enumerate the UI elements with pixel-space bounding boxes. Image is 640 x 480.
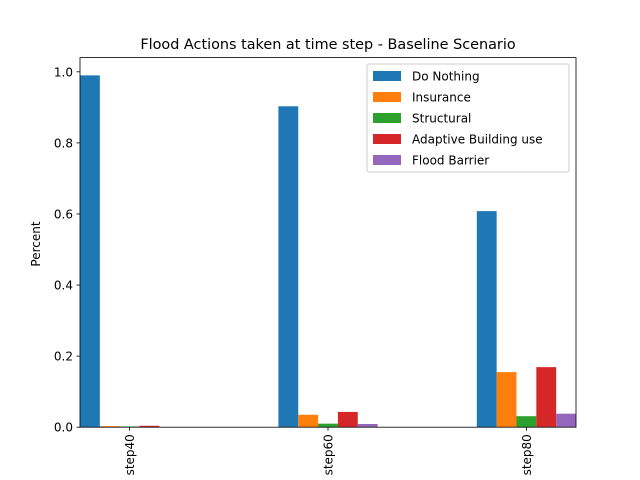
bar-do-nothing-step60 — [278, 106, 299, 428]
bar-adaptive-building-use-step80 — [536, 367, 557, 428]
legend-swatch — [373, 71, 401, 81]
bar-adaptive-building-use-step60 — [337, 411, 358, 428]
bar-insurance-step80 — [496, 372, 517, 428]
y-tick-label: 0.8 — [54, 136, 73, 150]
bar-do-nothing-step80 — [476, 211, 497, 428]
legend-swatch — [373, 92, 401, 102]
chart-title: Flood Actions taken at time step - Basel… — [140, 37, 515, 53]
y-tick-label: 0.6 — [54, 207, 73, 221]
legend-box — [366, 63, 570, 173]
legend-swatch — [373, 134, 401, 144]
x-tick-label: step60 — [322, 434, 336, 475]
bar-flood-barrier-step80 — [556, 413, 576, 428]
legend-label: Do Nothing — [412, 70, 480, 84]
bar-structural-step80 — [516, 416, 537, 428]
legend-label: Flood Barrier — [412, 154, 489, 168]
bar-insurance-step40 — [99, 426, 120, 428]
legend-label: Adaptive Building use — [412, 133, 543, 147]
x-tick-label: step80 — [520, 434, 534, 475]
legend-label: Structural — [412, 112, 471, 126]
x-axis-ticks: step40 step60 step80 — [123, 427, 534, 475]
legend: Do Nothing Insurance Structural Adaptive Bu… — [366, 63, 570, 173]
plot-frame — [79, 57, 577, 428]
y-tick-label: 0.4 — [54, 279, 73, 293]
legend-swatch — [373, 113, 401, 123]
legend-label: Insurance — [412, 91, 471, 105]
y-tick-label: 0.0 — [54, 421, 73, 435]
legend-swatch — [373, 155, 401, 165]
x-tick-label: step40 — [123, 434, 137, 475]
bars-layer — [80, 75, 576, 428]
y-tick-label: 1.0 — [54, 65, 73, 79]
bar-structural-step60 — [318, 423, 338, 428]
bar-flood-barrier-step60 — [357, 424, 378, 428]
y-axis-label: Percent — [29, 221, 43, 266]
bar-insurance-step60 — [298, 414, 319, 428]
bar-do-nothing-step40 — [80, 75, 100, 428]
bar-adaptive-building-use-step40 — [139, 425, 160, 428]
y-axis-ticks: 0.0 0.2 0.4 0.6 0.8 1.0 — [54, 65, 80, 435]
y-tick-label: 0.2 — [54, 350, 73, 364]
